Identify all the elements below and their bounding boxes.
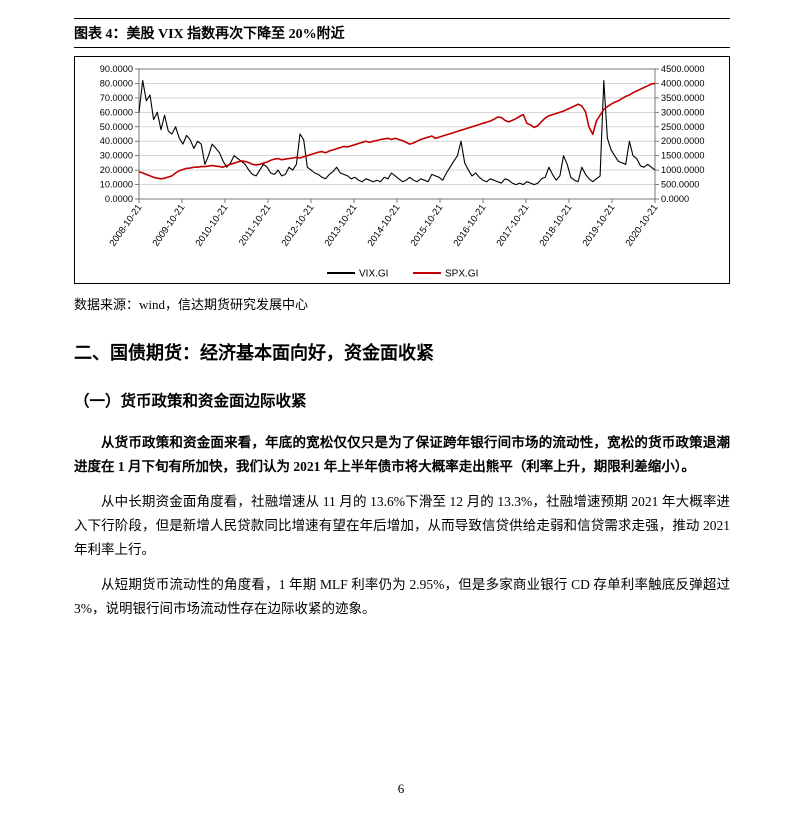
vix-spx-chart: 0.0000 10.0000 20.0000 30.0000 40.0000 50.000… (79, 63, 715, 281)
svg-text:2020-10-21: 2020-10-21 (624, 202, 661, 248)
svg-text:2010-10-21: 2010-10-21 (194, 202, 231, 248)
svg-text:70.0000: 70.0000 (100, 93, 133, 103)
svg-text:2017-10-21: 2017-10-21 (495, 202, 532, 248)
svg-text:60.0000: 60.0000 (100, 107, 133, 117)
svg-text:2013-10-21: 2013-10-21 (323, 202, 360, 248)
section-heading: 二、国债期货：经济基本面向好，资金面收紧 (74, 339, 730, 365)
chart-caption: 图表 4：美股 VIX 指数再次下降至 20%附近 (74, 18, 730, 48)
svg-text:4000.0000: 4000.0000 (661, 78, 704, 88)
paragraph-3: 从短期货币流动性的角度看，1 年期 MLF 利率仍为 2.95%，但是多家商业银… (74, 573, 730, 620)
svg-text:2011-10-21: 2011-10-21 (237, 202, 273, 248)
data-source: 数据来源：wind，信达期货研究发展中心 (74, 294, 730, 313)
svg-text:2018-10-21: 2018-10-21 (538, 202, 575, 248)
svg-text:3500.0000: 3500.0000 (661, 93, 704, 103)
svg-text:2016-10-21: 2016-10-21 (452, 202, 489, 248)
svg-text:2019-10-21: 2019-10-21 (581, 202, 618, 248)
svg-text:2008-10-21: 2008-10-21 (108, 202, 145, 248)
svg-text:SPX.GI: SPX.GI (445, 269, 478, 280)
svg-text:3000.0000: 3000.0000 (661, 107, 704, 117)
svg-text:10.0000: 10.0000 (100, 180, 133, 190)
chart-container: 0.0000 10.0000 20.0000 30.0000 40.0000 50.000… (74, 56, 730, 284)
svg-text:30.0000: 30.0000 (100, 151, 133, 161)
svg-text:50.0000: 50.0000 (100, 122, 133, 132)
svg-text:40.0000: 40.0000 (100, 136, 133, 146)
paragraph-1: 从货币政策和资金面来看，年底的宽松仅仅只是为了保证跨年银行间市场的流动性，宽松的… (74, 431, 730, 478)
svg-text:2014-10-21: 2014-10-21 (366, 202, 403, 248)
svg-text:0.0000: 0.0000 (661, 194, 689, 204)
svg-text:90.0000: 90.0000 (100, 64, 133, 74)
svg-text:2500.0000: 2500.0000 (661, 122, 704, 132)
svg-text:80.0000: 80.0000 (100, 78, 133, 88)
svg-text:20.0000: 20.0000 (100, 165, 133, 175)
svg-text:2015-10-21: 2015-10-21 (409, 202, 446, 248)
svg-text:1500.0000: 1500.0000 (661, 151, 704, 161)
svg-text:2012-10-21: 2012-10-21 (280, 202, 317, 248)
page-number: 6 (0, 781, 802, 797)
paragraph-2: 从中长期资金面角度看，社融增速从 11 月的 13.6%下滑至 12 月的 13… (74, 490, 730, 561)
svg-text:VIX.GI: VIX.GI (359, 269, 388, 280)
svg-text:1000.0000: 1000.0000 (661, 165, 704, 175)
subsection-heading: （一）货币政策和资金面边际收紧 (74, 389, 730, 411)
svg-text:2009-10-21: 2009-10-21 (151, 202, 188, 248)
svg-text:0.0000: 0.0000 (105, 194, 133, 204)
svg-text:2000.0000: 2000.0000 (661, 136, 704, 146)
svg-text:500.0000: 500.0000 (661, 180, 699, 190)
svg-text:4500.0000: 4500.0000 (661, 64, 704, 74)
